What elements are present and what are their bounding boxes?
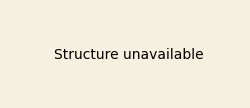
Text: Structure unavailable: Structure unavailable (54, 48, 203, 62)
